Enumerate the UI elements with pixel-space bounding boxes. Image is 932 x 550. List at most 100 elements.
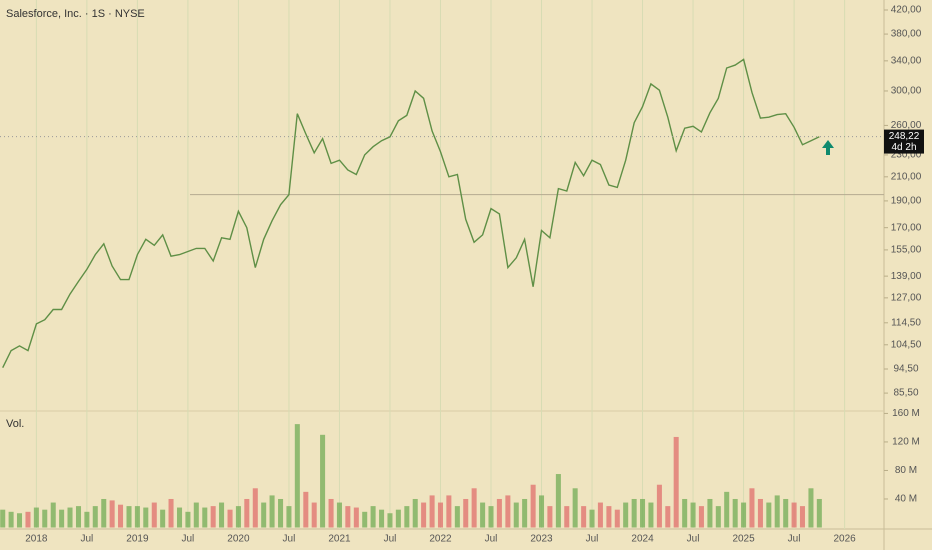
volume-bar xyxy=(631,498,637,528)
arrow-icon xyxy=(822,140,834,155)
y-tick-label: 230,00 xyxy=(891,150,922,161)
volume-bar xyxy=(303,491,309,528)
x-tick-label: 2018 xyxy=(25,534,48,545)
volume-bar xyxy=(84,511,90,528)
volume-bar xyxy=(564,506,570,528)
volume-bar xyxy=(362,511,368,528)
y-tick-label: 104,50 xyxy=(891,339,922,350)
y-tick-label: 210,00 xyxy=(891,171,922,182)
volume-tick-label: 120 M xyxy=(892,437,920,448)
volume-bar xyxy=(379,509,385,528)
volume-bar xyxy=(673,436,679,528)
x-tick-label: Jul xyxy=(283,534,296,545)
volume-bar xyxy=(808,488,814,528)
axes: 2018 Jul 2019 Jul 2020 Jul 2021 Jul 2022 Jul 2023 J… xyxy=(25,5,924,545)
volume-bar xyxy=(741,502,747,528)
volume-bar xyxy=(193,502,199,528)
volume-bar xyxy=(640,498,646,528)
volume-bar xyxy=(101,498,107,528)
x-tick-label: 2025 xyxy=(732,534,755,545)
volume-bar xyxy=(0,509,6,528)
volume-bar xyxy=(269,495,275,528)
volume-bar xyxy=(244,498,250,528)
volume-bar xyxy=(395,509,401,528)
volume-bar xyxy=(513,502,519,528)
volume-bar xyxy=(412,498,418,528)
y-tick-label: 139,00 xyxy=(891,271,922,282)
volume-tick-label: 80 M xyxy=(895,465,917,476)
volume-bar xyxy=(488,506,494,528)
volume-bar xyxy=(698,506,704,528)
volume-bar xyxy=(572,488,578,528)
volume-bar xyxy=(614,509,620,528)
x-tick-label: Jul xyxy=(384,534,397,545)
volume-bar xyxy=(92,506,98,528)
volume-bar xyxy=(252,488,258,528)
x-tick-label: Jul xyxy=(586,534,599,545)
volume-tick-label: 40 M xyxy=(895,494,917,505)
x-tick-label: Jul xyxy=(485,534,498,545)
volume-bar xyxy=(522,498,528,528)
volume-bar xyxy=(278,498,284,528)
volume-bar xyxy=(623,502,629,528)
volume-bar xyxy=(538,495,545,528)
volume-bar xyxy=(387,513,393,528)
volume-bar xyxy=(202,507,208,528)
grid xyxy=(35,0,846,529)
volume-bar xyxy=(8,511,14,528)
volume-bar xyxy=(463,498,469,528)
volume-bar xyxy=(294,424,300,528)
volume-bar xyxy=(446,495,452,528)
volume-bar xyxy=(177,507,183,528)
last-price-tag xyxy=(884,129,924,154)
volume-bar xyxy=(589,509,595,528)
volume-bar xyxy=(353,507,359,528)
volume-bar xyxy=(185,511,191,528)
volume-bar xyxy=(724,491,730,528)
volume-tick-label: 160 M xyxy=(892,408,920,419)
volume-bar xyxy=(75,506,82,528)
volume-bar xyxy=(581,506,587,528)
y-tick-label: 340,00 xyxy=(891,55,922,66)
x-tick-label: Jul xyxy=(80,534,93,545)
volume-bar xyxy=(682,498,688,528)
volume-bar xyxy=(33,507,39,528)
volume-bar xyxy=(311,502,317,528)
volume-bar xyxy=(118,504,124,528)
volume-bar xyxy=(547,506,553,528)
volume-bar xyxy=(227,509,233,528)
volume-bar xyxy=(757,498,763,528)
volume-bar xyxy=(665,506,671,528)
y-tick-label: 114,50 xyxy=(891,317,921,328)
volume-bar xyxy=(496,498,502,528)
volume-bar xyxy=(690,502,696,528)
volume-bar xyxy=(530,484,536,528)
volume-bar xyxy=(143,507,149,528)
x-tick-label: 2021 xyxy=(328,534,351,545)
x-tick-label: 2024 xyxy=(631,534,654,545)
volume-bar xyxy=(168,498,174,528)
volume-bar xyxy=(404,506,410,528)
y-tick-label: 380,00 xyxy=(891,29,922,40)
x-tick-label: Jul xyxy=(182,534,195,545)
volume-bar xyxy=(109,500,115,528)
y-tick-label: 170,00 xyxy=(891,222,922,233)
volume-bar xyxy=(320,434,326,528)
volume-bar xyxy=(370,506,376,528)
volume-bar xyxy=(505,495,511,528)
x-tick-label: 2026 xyxy=(833,534,856,545)
volume-bar xyxy=(421,502,427,528)
volume-bar xyxy=(454,506,460,528)
volume-bar xyxy=(471,488,477,528)
countdown-label: 4d 2h xyxy=(891,142,916,153)
volume-bar xyxy=(766,502,772,528)
volume-bar xyxy=(50,502,56,528)
volume-bar xyxy=(126,506,132,528)
volume-bar xyxy=(799,506,805,528)
x-tick-label: Jul xyxy=(788,534,801,545)
x-tick-label: 2019 xyxy=(126,534,149,545)
volume-label: Vol. xyxy=(6,418,24,430)
volume-bar xyxy=(555,474,561,528)
